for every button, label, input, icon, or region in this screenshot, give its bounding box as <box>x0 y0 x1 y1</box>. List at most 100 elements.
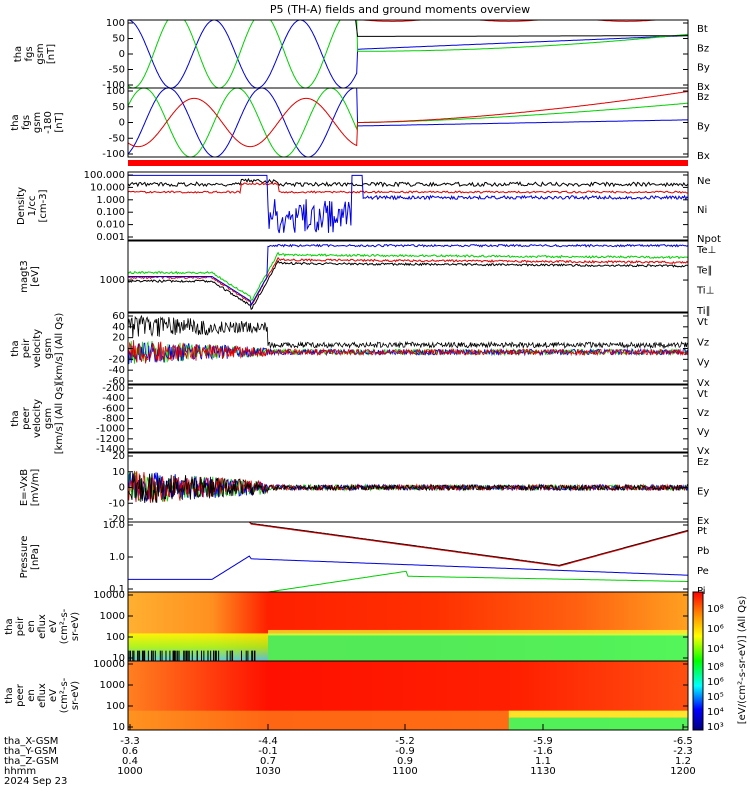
legend-efield-0: Ez <box>697 457 709 468</box>
ylabel-line: fgs <box>24 46 35 61</box>
legend-temperature-3: Ti∥ <box>696 306 711 317</box>
legend-temperature-2: Ti⊥ <box>696 286 714 297</box>
ytick-label: 10000 <box>93 659 125 670</box>
ytick-label: -10 <box>109 498 125 509</box>
legend-pressure-0: Pt <box>697 526 707 537</box>
series-pi <box>128 555 688 580</box>
panel-peer-velocity: tha peer velocity gsm [km/s] (All Qs) -200-40… <box>10 383 710 457</box>
ytick-label: -1000 <box>96 424 125 435</box>
ytick-label: 100 <box>106 632 125 643</box>
ytick-label: 40 <box>112 322 125 333</box>
ytick-label: 1.0 <box>109 552 125 563</box>
legend-peir-velocity-3: Vx <box>697 378 710 389</box>
ytick-label: -800 <box>102 414 125 425</box>
legend-peer-velocity-3: Vx <box>697 446 710 457</box>
xaxis-value: -5.2 <box>395 736 415 747</box>
xaxis-row-label: tha_X-GSM <box>4 736 58 747</box>
colorbar-tick: 10³ <box>707 722 724 733</box>
panel-frame <box>127 87 689 158</box>
ylabel-line: gsm <box>43 408 54 429</box>
legend-fgs-dsl-1: By <box>697 122 710 133</box>
ylabel-line: velocity <box>32 329 43 368</box>
xaxis-value: 1.2 <box>675 756 691 767</box>
xaxis-value: 1.1 <box>535 756 551 767</box>
legend-peer-velocity-2: Vy <box>697 427 710 438</box>
ylabel-line: [nT] <box>46 44 57 64</box>
legend-fgs-2: By <box>697 63 710 74</box>
ylabel-line: Pressure <box>19 536 30 579</box>
xaxis-value: 1030 <box>255 766 280 777</box>
ytick-label: 10 <box>112 653 125 664</box>
ylabel-line: (cm²-s- <box>59 608 70 644</box>
ytick-label: 50 <box>112 34 125 45</box>
legend-efield-1: Ey <box>697 487 709 498</box>
series-by <box>128 88 688 157</box>
ytick-label: -40 <box>109 365 125 376</box>
ylabel-pressure: Pressure [nPa] <box>19 536 41 579</box>
ylabel-line: tha <box>4 618 15 634</box>
legend-efield-2: Ex <box>697 516 709 527</box>
ytick-label: 1000 <box>100 275 125 286</box>
colorbar-tick: 10⁸ <box>707 604 724 615</box>
ytick-label: 100 <box>106 18 125 29</box>
legend-fgs-0: Bt <box>697 24 708 35</box>
ytick-label: 10 <box>112 722 125 733</box>
xaxis-value: -6.5 <box>673 736 693 747</box>
ylabel-peer-velocity: tha peer velocity gsm [km/s] (All Qs) <box>10 383 65 455</box>
legend-temperature-0: Te⊥ <box>696 245 716 256</box>
panel-frame <box>127 521 689 593</box>
xaxis-value: 1130 <box>530 766 555 777</box>
xaxis-row-label: hhmm <box>4 766 36 777</box>
ytick-label: 0 <box>119 49 125 60</box>
ytick-label: -50 <box>109 133 125 144</box>
ytick-label: 0 <box>119 483 125 494</box>
ylabel-fgs-dsl: tha fgs gsm -180 [nT] <box>10 111 65 134</box>
xaxis-value: -3.3 <box>120 736 140 747</box>
ytick-label: 10 <box>112 467 125 478</box>
series-by <box>128 20 688 88</box>
panel-mode <box>128 160 688 166</box>
ytick-label: 1000 <box>100 611 125 622</box>
series-bx <box>128 88 688 157</box>
panel-frame <box>127 240 689 313</box>
ylabel-line: peir <box>15 616 26 636</box>
legend-density-1: Ni <box>697 205 707 216</box>
colorbar-tick: 10⁴ <box>707 707 724 718</box>
panel-ion-spectrogram: tha peir en eflux eV (cm²-s-sr-eV) 10000 1000 10… <box>4 590 689 664</box>
ylabel-line: (cm²-s- <box>59 677 70 713</box>
ylabel-fgs: tha fgs gsm [nT] <box>13 43 57 64</box>
panel-peir-velocity: tha peir velocity gsm [km/s] (All Qs) 6040200… <box>10 311 710 389</box>
ytick-label: 0 <box>119 118 125 129</box>
ytick-label: -50 <box>109 65 125 76</box>
ytick-label: -100 <box>102 80 125 91</box>
panel-frame <box>127 19 689 89</box>
ytick-label: 10.0 <box>103 520 125 531</box>
ylabel-line: gsm <box>32 112 43 133</box>
ytick-label: -400 <box>102 393 125 404</box>
ylabel-peir-velocity: tha peir velocity gsm [km/s] (All Qs) <box>10 313 65 385</box>
ylabel-line: [nT] <box>54 112 65 132</box>
legend-fgs-dsl-2: Bx <box>697 151 710 162</box>
ylabel-line: eV <box>48 620 59 633</box>
legend-density-0: Ne <box>697 176 711 187</box>
xaxis-value: -0.9 <box>395 746 415 757</box>
xaxis-row-label: tha_Y-GSM <box>4 746 57 757</box>
ylabel-line: gsm <box>43 338 54 359</box>
ylabel-line: [nPa] <box>30 544 41 570</box>
ytick-label: -600 <box>102 403 125 414</box>
series-bz <box>128 90 688 148</box>
x-axis: tha_X-GSM -3.3 -4.4 -5.2 -5.9 -6.5 tha_Y-GSM 0.… <box>4 724 696 787</box>
xaxis-value: -4.4 <box>258 736 278 747</box>
series-te-par <box>128 259 688 311</box>
ylabel-line: peer <box>21 406 32 430</box>
ytick-label: -60 <box>109 376 125 387</box>
panel-fgs-dsl: tha fgs gsm -180 [nT] 100 50 0 -50 -100 Bz By Bx <box>10 86 710 162</box>
xaxis-value: 0.9 <box>397 756 413 767</box>
xaxis-value: 1100 <box>392 766 417 777</box>
ylabel-line: eflux <box>37 614 48 639</box>
legend-fgs-1: Bz <box>697 43 709 54</box>
ytick-label: -20 <box>109 514 125 525</box>
ytick-label: -1200 <box>96 434 125 445</box>
legend-peer-velocity-1: Vz <box>697 408 709 419</box>
